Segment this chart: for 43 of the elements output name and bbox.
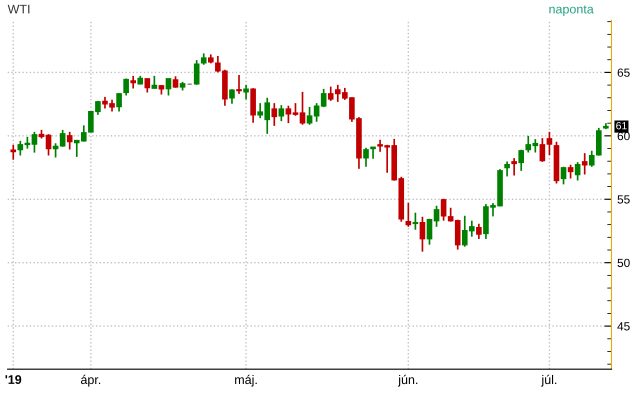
candlestick <box>166 78 172 96</box>
candlestick <box>144 78 150 94</box>
candlestick <box>271 102 278 127</box>
candlestick <box>412 212 418 231</box>
candlestick <box>243 84 249 100</box>
x-tick-label: ápr. <box>80 374 100 387</box>
y-tick-label: 65 <box>618 68 630 77</box>
candlestick <box>420 216 426 252</box>
candlestick <box>152 75 158 90</box>
x-tick-label: '19 <box>5 375 22 384</box>
candlestick <box>158 84 164 96</box>
text: 61 <box>616 122 627 130</box>
y-tick-label: 55 <box>618 195 630 204</box>
candlestick <box>370 146 376 160</box>
candlestick <box>504 160 510 178</box>
candlestick <box>518 148 524 172</box>
x-tick-label: jún. <box>398 374 418 387</box>
candlestick <box>574 161 580 182</box>
candlestick <box>511 157 517 176</box>
candlestick <box>582 152 588 176</box>
y-tick-label: 50 <box>618 258 630 268</box>
candlestick <box>123 78 129 96</box>
candlestick <box>200 52 207 66</box>
y-tick-label: 45 <box>617 322 630 331</box>
candlestick <box>363 146 369 168</box>
candlestick <box>130 75 136 90</box>
chart-title: WTI <box>8 4 30 14</box>
candlestick <box>116 92 122 112</box>
candlestick <box>229 88 235 105</box>
chart-subtitle: naponta <box>549 5 594 16</box>
candlestick <box>236 74 242 95</box>
candlestick <box>568 164 574 180</box>
candlestick <box>172 75 178 89</box>
x-tick-label: júl. <box>541 374 556 387</box>
candlestick <box>560 166 566 186</box>
x-tick-label: máj. <box>235 374 257 387</box>
candlestick <box>10 144 16 161</box>
candlestick <box>194 59 200 86</box>
candlestick <box>278 104 284 122</box>
candlestick <box>476 222 482 240</box>
candlestick <box>66 131 73 150</box>
candlestick <box>208 54 214 64</box>
candlestick <box>406 202 412 228</box>
